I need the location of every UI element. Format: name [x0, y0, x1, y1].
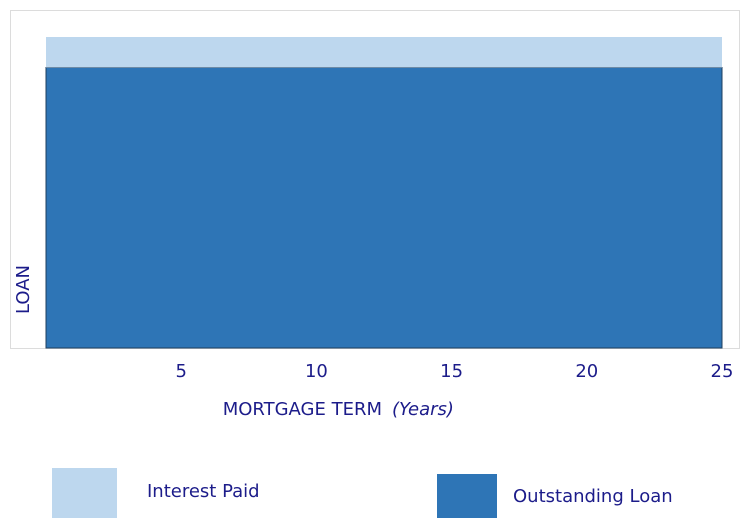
x-tick-label: 20	[575, 361, 598, 382]
legend-label: Outstanding Loan	[513, 486, 673, 507]
x-axis-label: MORTGAGE TERM	[223, 399, 382, 420]
area	[45, 66, 723, 349]
y-axis-label: LOAN	[13, 265, 34, 314]
legend-label: Interest Paid	[147, 481, 260, 502]
x-tick-label: 15	[440, 361, 463, 382]
legend-swatch	[437, 474, 497, 518]
legend-swatch	[52, 468, 117, 518]
x-tick-label: 25	[711, 361, 734, 382]
x-tick-label: 10	[305, 361, 328, 382]
x-tick-label: 5	[175, 361, 186, 382]
area	[46, 37, 722, 68]
x-axis-unit: (Years)	[392, 399, 454, 420]
